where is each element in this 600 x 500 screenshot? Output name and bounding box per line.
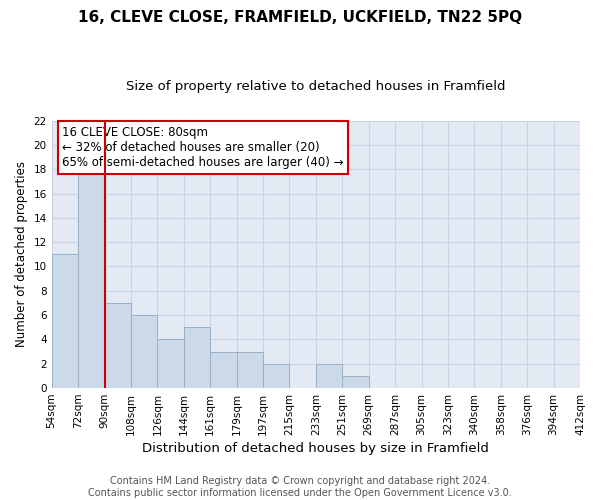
Bar [104,303,131,388]
Bar [236,352,263,388]
Bar [316,364,342,388]
Text: 16, CLEVE CLOSE, FRAMFIELD, UCKFIELD, TN22 5PQ: 16, CLEVE CLOSE, FRAMFIELD, UCKFIELD, TN… [78,10,522,25]
Bar [210,352,236,388]
Title: Size of property relative to detached houses in Framfield: Size of property relative to detached ho… [126,80,506,93]
Text: Contains HM Land Registry data © Crown copyright and database right 2024.
Contai: Contains HM Land Registry data © Crown c… [88,476,512,498]
Bar [131,315,157,388]
Y-axis label: Number of detached properties: Number of detached properties [15,162,28,348]
Bar [52,254,78,388]
Bar [184,328,210,388]
Bar [157,340,184,388]
Text: 16 CLEVE CLOSE: 80sqm
← 32% of detached houses are smaller (20)
65% of semi-deta: 16 CLEVE CLOSE: 80sqm ← 32% of detached … [62,126,344,169]
Bar [263,364,289,388]
Bar [78,157,104,388]
X-axis label: Distribution of detached houses by size in Framfield: Distribution of detached houses by size … [142,442,489,455]
Bar [342,376,368,388]
